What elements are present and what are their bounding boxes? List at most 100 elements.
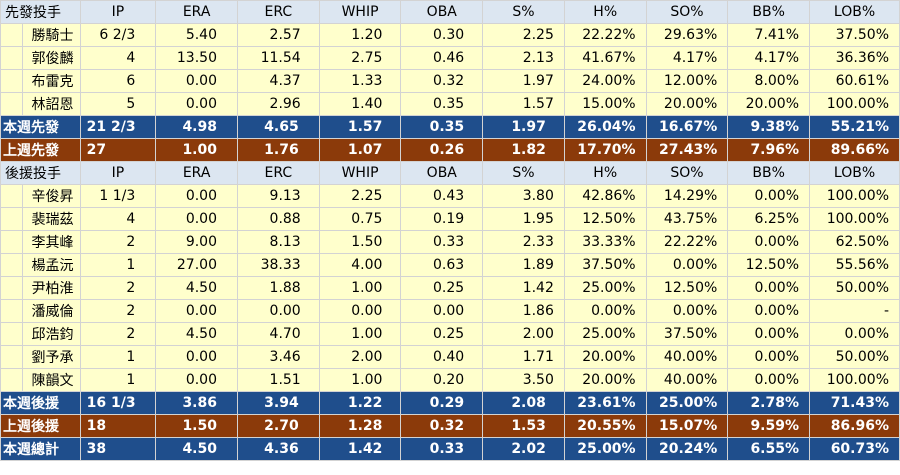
- pitcher-name-cell: 尹柏淮: [22, 276, 81, 300]
- stat-cell: WHIP: [318, 161, 402, 185]
- stat-cell: 4.98: [155, 115, 238, 139]
- stat-cell: 20.55%: [563, 414, 647, 438]
- stat-cell: 1.00: [318, 322, 402, 346]
- stat-cell: 1.86: [482, 299, 565, 323]
- stat-cell: 0.32: [400, 69, 484, 93]
- stat-cell: 5.40: [155, 23, 238, 47]
- row-spacer-cell: [0, 368, 24, 392]
- stat-cell: BB%: [727, 161, 811, 185]
- reliever-row: 尹柏淮 2 4.50 1.88 1.00 0.25 1.42 25.00% 12.50% 0.00…: [0, 276, 900, 300]
- stat-cell: 2.25: [482, 23, 565, 47]
- pitcher-name-cell: 林詔恩: [22, 92, 81, 116]
- stat-cell: 0.25: [400, 322, 484, 346]
- stat-cell: 15.07%: [645, 414, 729, 438]
- stat-cell: 4.50: [155, 276, 238, 300]
- stat-cell: 100.00%: [809, 368, 900, 392]
- stat-cell: 0.00%: [727, 184, 811, 208]
- row-spacer-cell: [0, 92, 24, 116]
- pitching-stats-table: 先發投手 IP ERA ERC WHIP OBA S% H% SO% BB% LOB% 勝騎士 6 2/…: [0, 0, 900, 461]
- stat-cell: 0.00%: [727, 368, 811, 392]
- stat-cell: 1.89: [482, 253, 565, 277]
- stat-cell: 0.00%: [727, 322, 811, 346]
- stat-cell: 1: [79, 253, 157, 277]
- stat-cell: 18: [79, 414, 157, 438]
- stat-cell: 42.86%: [563, 184, 647, 208]
- stat-cell: 1.33: [318, 69, 402, 93]
- stat-cell: 0.00%: [727, 276, 811, 300]
- stat-cell: 0.00: [155, 345, 238, 369]
- stat-cell: 0.00%: [727, 299, 811, 323]
- row-label-cell: 上週先發: [0, 138, 81, 162]
- stat-cell: -: [809, 299, 900, 323]
- stat-cell: 0.00: [155, 69, 238, 93]
- stat-cell: 1.82: [482, 138, 565, 162]
- stat-cell: 2.08: [482, 391, 565, 415]
- stat-cell: 16.67%: [645, 115, 729, 139]
- stat-cell: 9.00: [155, 230, 238, 254]
- stat-cell: 4.17%: [727, 46, 811, 70]
- stat-cell: 3.86: [155, 391, 238, 415]
- stat-cell: 20.00%: [563, 368, 647, 392]
- stat-cell: 41.67%: [563, 46, 647, 70]
- row-spacer-cell: [0, 230, 24, 254]
- row-spacer-cell: [0, 207, 24, 231]
- pitcher-name-cell: 劉予承: [22, 345, 81, 369]
- stat-cell: 9.13: [236, 184, 320, 208]
- stat-cell: 25.00%: [563, 322, 647, 346]
- stat-cell: 16 1/3: [79, 391, 157, 415]
- stat-cell: 0.25: [400, 276, 484, 300]
- pitcher-name-cell: 布雷克: [22, 69, 81, 93]
- stat-cell: 1.22: [318, 391, 402, 415]
- starters-this-week-row: 本週先發 21 2/3 4.98 4.65 1.57 0.35 1.97 26.04% 16.6…: [0, 115, 900, 139]
- stat-cell: 38.33: [236, 253, 320, 277]
- stat-cell: 86.96%: [809, 414, 900, 438]
- stat-cell: 27: [79, 138, 157, 162]
- stat-cell: 1.51: [236, 368, 320, 392]
- row-label-cell: 本週後援: [0, 391, 81, 415]
- stat-cell: 4.50: [155, 322, 238, 346]
- stat-cell: 1.50: [318, 230, 402, 254]
- stat-cell: ERA: [155, 161, 238, 185]
- stat-cell: 29.63%: [645, 23, 729, 47]
- stat-cell: 2: [79, 322, 157, 346]
- stat-cell: 0.35: [400, 115, 484, 139]
- stat-cell: 22.22%: [563, 23, 647, 47]
- stat-cell: H%: [563, 161, 647, 185]
- stat-cell: 2.13: [482, 46, 565, 70]
- stat-cell: 20.00%: [563, 345, 647, 369]
- stat-cell: 1: [79, 368, 157, 392]
- row-spacer-cell: [0, 299, 24, 323]
- starter-row: 布雷克 6 0.00 4.37 1.33 0.32 1.97 24.00% 12.00% 8.00…: [0, 69, 900, 93]
- stat-cell: 3.80: [482, 184, 565, 208]
- stat-cell: 38: [79, 437, 157, 461]
- stat-cell: 50.00%: [809, 345, 900, 369]
- row-label-cell: 上週後援: [0, 414, 81, 438]
- stat-cell: 55.21%: [809, 115, 900, 139]
- stat-cell: 1.00: [318, 276, 402, 300]
- stat-cell: 6: [79, 69, 157, 93]
- stat-cell: 3.46: [236, 345, 320, 369]
- stat-cell: ERC: [236, 0, 320, 24]
- reliever-row: 潘威倫 2 0.00 0.00 0.00 0.00 1.86 0.00% 0.00% 0.00% -: [0, 299, 900, 323]
- starters-header-row: 先發投手 IP ERA ERC WHIP OBA S% H% SO% BB% LOB%: [0, 0, 900, 24]
- stat-cell: SO%: [645, 0, 729, 24]
- stat-cell: 0.00: [400, 299, 484, 323]
- stat-cell: 0.30: [400, 23, 484, 47]
- stat-cell: 0.35: [400, 92, 484, 116]
- stat-cell: 0.43: [400, 184, 484, 208]
- reliever-row: 辛俊昇 1 1/3 0.00 9.13 2.25 0.43 3.80 42.86% 14.29%…: [0, 184, 900, 208]
- pitcher-name-cell: 郭俊麟: [22, 46, 81, 70]
- stat-cell: 0.32: [400, 414, 484, 438]
- stat-cell: 0.75: [318, 207, 402, 231]
- stat-cell: 1.71: [482, 345, 565, 369]
- stat-cell: 1.57: [318, 115, 402, 139]
- stat-cell: WHIP: [318, 0, 402, 24]
- stat-cell: 25.00%: [645, 391, 729, 415]
- row-label-cell: 後援投手: [0, 161, 81, 185]
- stat-cell: 0.00: [236, 299, 320, 323]
- stat-cell: 25.00%: [563, 276, 647, 300]
- stat-cell: 5: [79, 92, 157, 116]
- stat-cell: 4.37: [236, 69, 320, 93]
- stat-cell: 4: [79, 46, 157, 70]
- stat-cell: 3.50: [482, 368, 565, 392]
